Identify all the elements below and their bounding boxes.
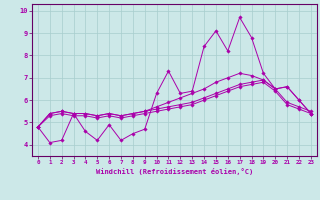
X-axis label: Windchill (Refroidissement éolien,°C): Windchill (Refroidissement éolien,°C) <box>96 168 253 175</box>
